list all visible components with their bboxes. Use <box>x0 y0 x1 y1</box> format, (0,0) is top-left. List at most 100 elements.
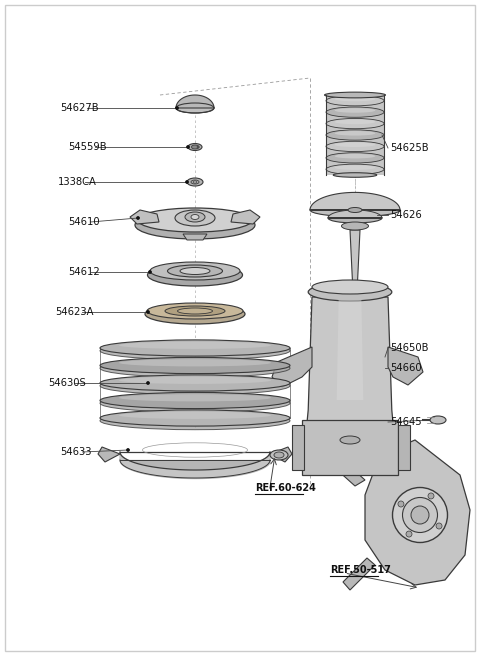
Text: 54645: 54645 <box>390 417 421 427</box>
Ellipse shape <box>145 304 245 324</box>
Ellipse shape <box>185 180 189 184</box>
Ellipse shape <box>310 203 400 216</box>
Text: REF.50-517: REF.50-517 <box>330 565 391 575</box>
Text: 1338CA: 1338CA <box>58 177 97 187</box>
Polygon shape <box>176 95 214 108</box>
Ellipse shape <box>176 103 214 113</box>
Ellipse shape <box>326 130 384 140</box>
Ellipse shape <box>430 416 446 424</box>
Ellipse shape <box>119 412 271 419</box>
Ellipse shape <box>335 165 375 170</box>
Ellipse shape <box>308 283 392 301</box>
Ellipse shape <box>335 154 375 159</box>
Ellipse shape <box>333 173 377 177</box>
Ellipse shape <box>341 222 369 230</box>
Text: REF.60-624: REF.60-624 <box>255 483 316 493</box>
Bar <box>398 425 410 470</box>
Ellipse shape <box>348 207 362 213</box>
Ellipse shape <box>187 146 190 148</box>
Ellipse shape <box>192 145 199 149</box>
Ellipse shape <box>100 410 290 426</box>
Ellipse shape <box>326 164 384 174</box>
Ellipse shape <box>197 147 199 148</box>
Bar <box>292 425 304 470</box>
Polygon shape <box>183 234 207 240</box>
Ellipse shape <box>168 265 223 277</box>
Text: 54612: 54612 <box>68 267 100 277</box>
Ellipse shape <box>146 310 149 314</box>
Polygon shape <box>336 300 363 400</box>
Text: 54633: 54633 <box>60 447 92 457</box>
Ellipse shape <box>326 96 384 106</box>
Ellipse shape <box>147 303 243 319</box>
Ellipse shape <box>406 531 412 537</box>
Ellipse shape <box>147 264 242 286</box>
Ellipse shape <box>100 340 290 356</box>
Ellipse shape <box>135 211 255 239</box>
Polygon shape <box>310 192 400 210</box>
Ellipse shape <box>270 450 288 460</box>
Ellipse shape <box>191 215 199 220</box>
Ellipse shape <box>165 306 225 316</box>
Ellipse shape <box>403 497 437 533</box>
Ellipse shape <box>393 487 447 543</box>
Ellipse shape <box>187 178 203 186</box>
Ellipse shape <box>136 216 140 220</box>
Ellipse shape <box>119 342 271 349</box>
Ellipse shape <box>274 452 284 458</box>
Text: 54627B: 54627B <box>60 103 98 113</box>
Ellipse shape <box>436 523 442 529</box>
Text: 54626: 54626 <box>390 210 422 220</box>
Polygon shape <box>304 297 396 450</box>
Ellipse shape <box>127 449 130 451</box>
Polygon shape <box>365 440 470 585</box>
Ellipse shape <box>146 382 149 384</box>
Ellipse shape <box>176 106 179 110</box>
Ellipse shape <box>137 208 252 232</box>
Bar <box>302 420 398 475</box>
Ellipse shape <box>428 493 434 499</box>
Ellipse shape <box>193 181 197 183</box>
Ellipse shape <box>119 394 271 401</box>
Ellipse shape <box>335 131 375 136</box>
Ellipse shape <box>100 375 290 391</box>
Polygon shape <box>120 452 270 478</box>
Ellipse shape <box>185 212 205 222</box>
Ellipse shape <box>335 108 375 113</box>
Ellipse shape <box>324 92 385 98</box>
Ellipse shape <box>340 436 360 444</box>
Ellipse shape <box>148 270 152 274</box>
Ellipse shape <box>100 359 290 377</box>
Text: 54650B: 54650B <box>390 343 429 353</box>
Ellipse shape <box>150 262 240 280</box>
Ellipse shape <box>398 501 404 507</box>
Ellipse shape <box>119 359 271 367</box>
Ellipse shape <box>326 141 384 152</box>
Text: 54623A: 54623A <box>55 307 94 317</box>
Ellipse shape <box>326 153 384 163</box>
Bar <box>326 95 384 175</box>
Polygon shape <box>270 447 292 462</box>
Text: 54625B: 54625B <box>390 143 429 153</box>
Ellipse shape <box>100 377 290 395</box>
Text: 54559B: 54559B <box>68 142 107 152</box>
Text: 54630S: 54630S <box>48 378 86 388</box>
Ellipse shape <box>180 268 210 274</box>
Ellipse shape <box>197 146 200 148</box>
Text: 54610: 54610 <box>68 217 100 227</box>
Ellipse shape <box>119 377 271 384</box>
Polygon shape <box>328 210 382 218</box>
Ellipse shape <box>312 280 388 294</box>
Polygon shape <box>343 558 375 590</box>
Ellipse shape <box>191 180 199 184</box>
Polygon shape <box>231 210 260 224</box>
Polygon shape <box>365 445 395 467</box>
Ellipse shape <box>100 358 290 374</box>
Ellipse shape <box>178 308 213 314</box>
Ellipse shape <box>326 107 384 117</box>
Polygon shape <box>98 447 120 462</box>
Polygon shape <box>388 347 423 385</box>
Polygon shape <box>130 210 159 224</box>
Polygon shape <box>335 462 365 486</box>
Ellipse shape <box>188 144 202 150</box>
